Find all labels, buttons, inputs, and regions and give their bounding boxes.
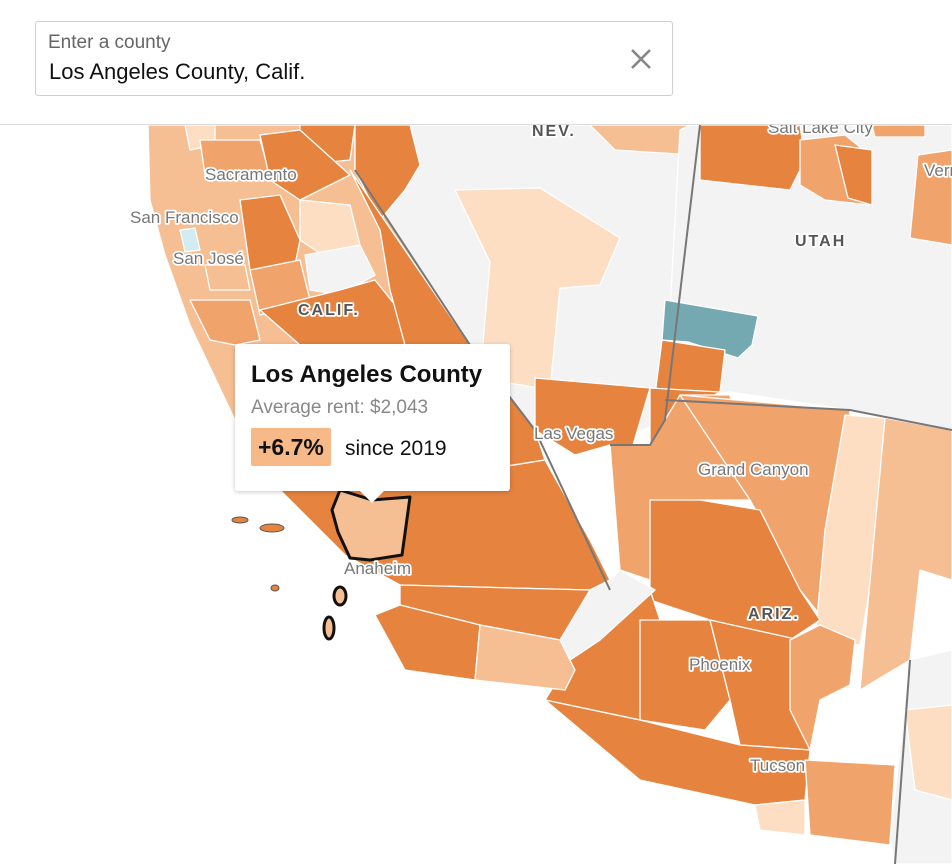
search-label: Enter a county [48,32,171,53]
county-region [654,339,726,396]
state-border [894,659,911,864]
city-label: Grand Canyon [698,460,809,479]
city-label: Salt Lake City [768,125,873,137]
county-region [834,144,873,206]
tooltip-county-name: Los Angeles County [251,361,483,388]
county-region [904,704,952,801]
search-bar: Enter a county Los Angeles County, Calif… [0,0,952,125]
county-region [534,377,651,456]
tooltip-change-badge: +6.7% [251,428,331,466]
city-label: Vern [924,161,952,180]
state-label: NEV. [532,125,576,140]
county-region [871,125,926,138]
state-border [610,125,701,446]
city-label: Las Vegas [534,424,613,443]
close-icon[interactable] [628,46,654,72]
city-label: Anaheim [344,559,411,578]
county-region [204,264,251,291]
county-region [189,299,261,346]
county-region [199,139,271,181]
state-label: ARIZ. [748,606,800,623]
county-region [454,187,621,391]
island [332,585,348,607]
county-region [239,194,301,271]
county-region [859,417,952,691]
tooltip-since-text: since 2019 [345,437,447,460]
island [270,584,280,592]
city-label: San Francisco [130,208,239,227]
state-border [664,399,952,431]
city-label: Sacramento [205,165,297,184]
island [231,516,249,524]
state-label: UTAH [795,233,846,250]
island [322,615,336,641]
county-region [754,799,806,836]
la-county [330,488,412,562]
county-region [559,569,656,661]
county-region [804,759,896,846]
county-region [909,149,952,246]
map-canvas[interactable]: NEV. UTAH CALIF. ARIZ. Salt Lake City Sa… [0,125,952,864]
county-region [639,619,731,731]
county-region [374,604,481,681]
county-region [259,129,351,201]
county-region [474,624,576,691]
county-search-input[interactable]: Enter a county Los Angeles County, Calif… [35,21,673,96]
city-label: San José [173,249,244,268]
search-value[interactable]: Los Angeles County, Calif. [49,59,306,84]
rent-map[interactable]: NEV. UTAH CALIF. ARIZ. Salt Lake City Sa… [0,125,952,864]
county-region [179,227,201,253]
state-label: CALIF. [298,302,360,319]
city-label: Phoenix [689,655,751,674]
tooltip-average-rent: Average rent: $2,043 [251,397,429,418]
county-region [789,624,856,751]
city-label: Tucson [750,756,805,775]
island [259,523,285,533]
county-tooltip: Los Angeles County Average rent: $2,043 … [235,344,510,503]
county-region [699,125,806,191]
county-region [649,499,821,641]
